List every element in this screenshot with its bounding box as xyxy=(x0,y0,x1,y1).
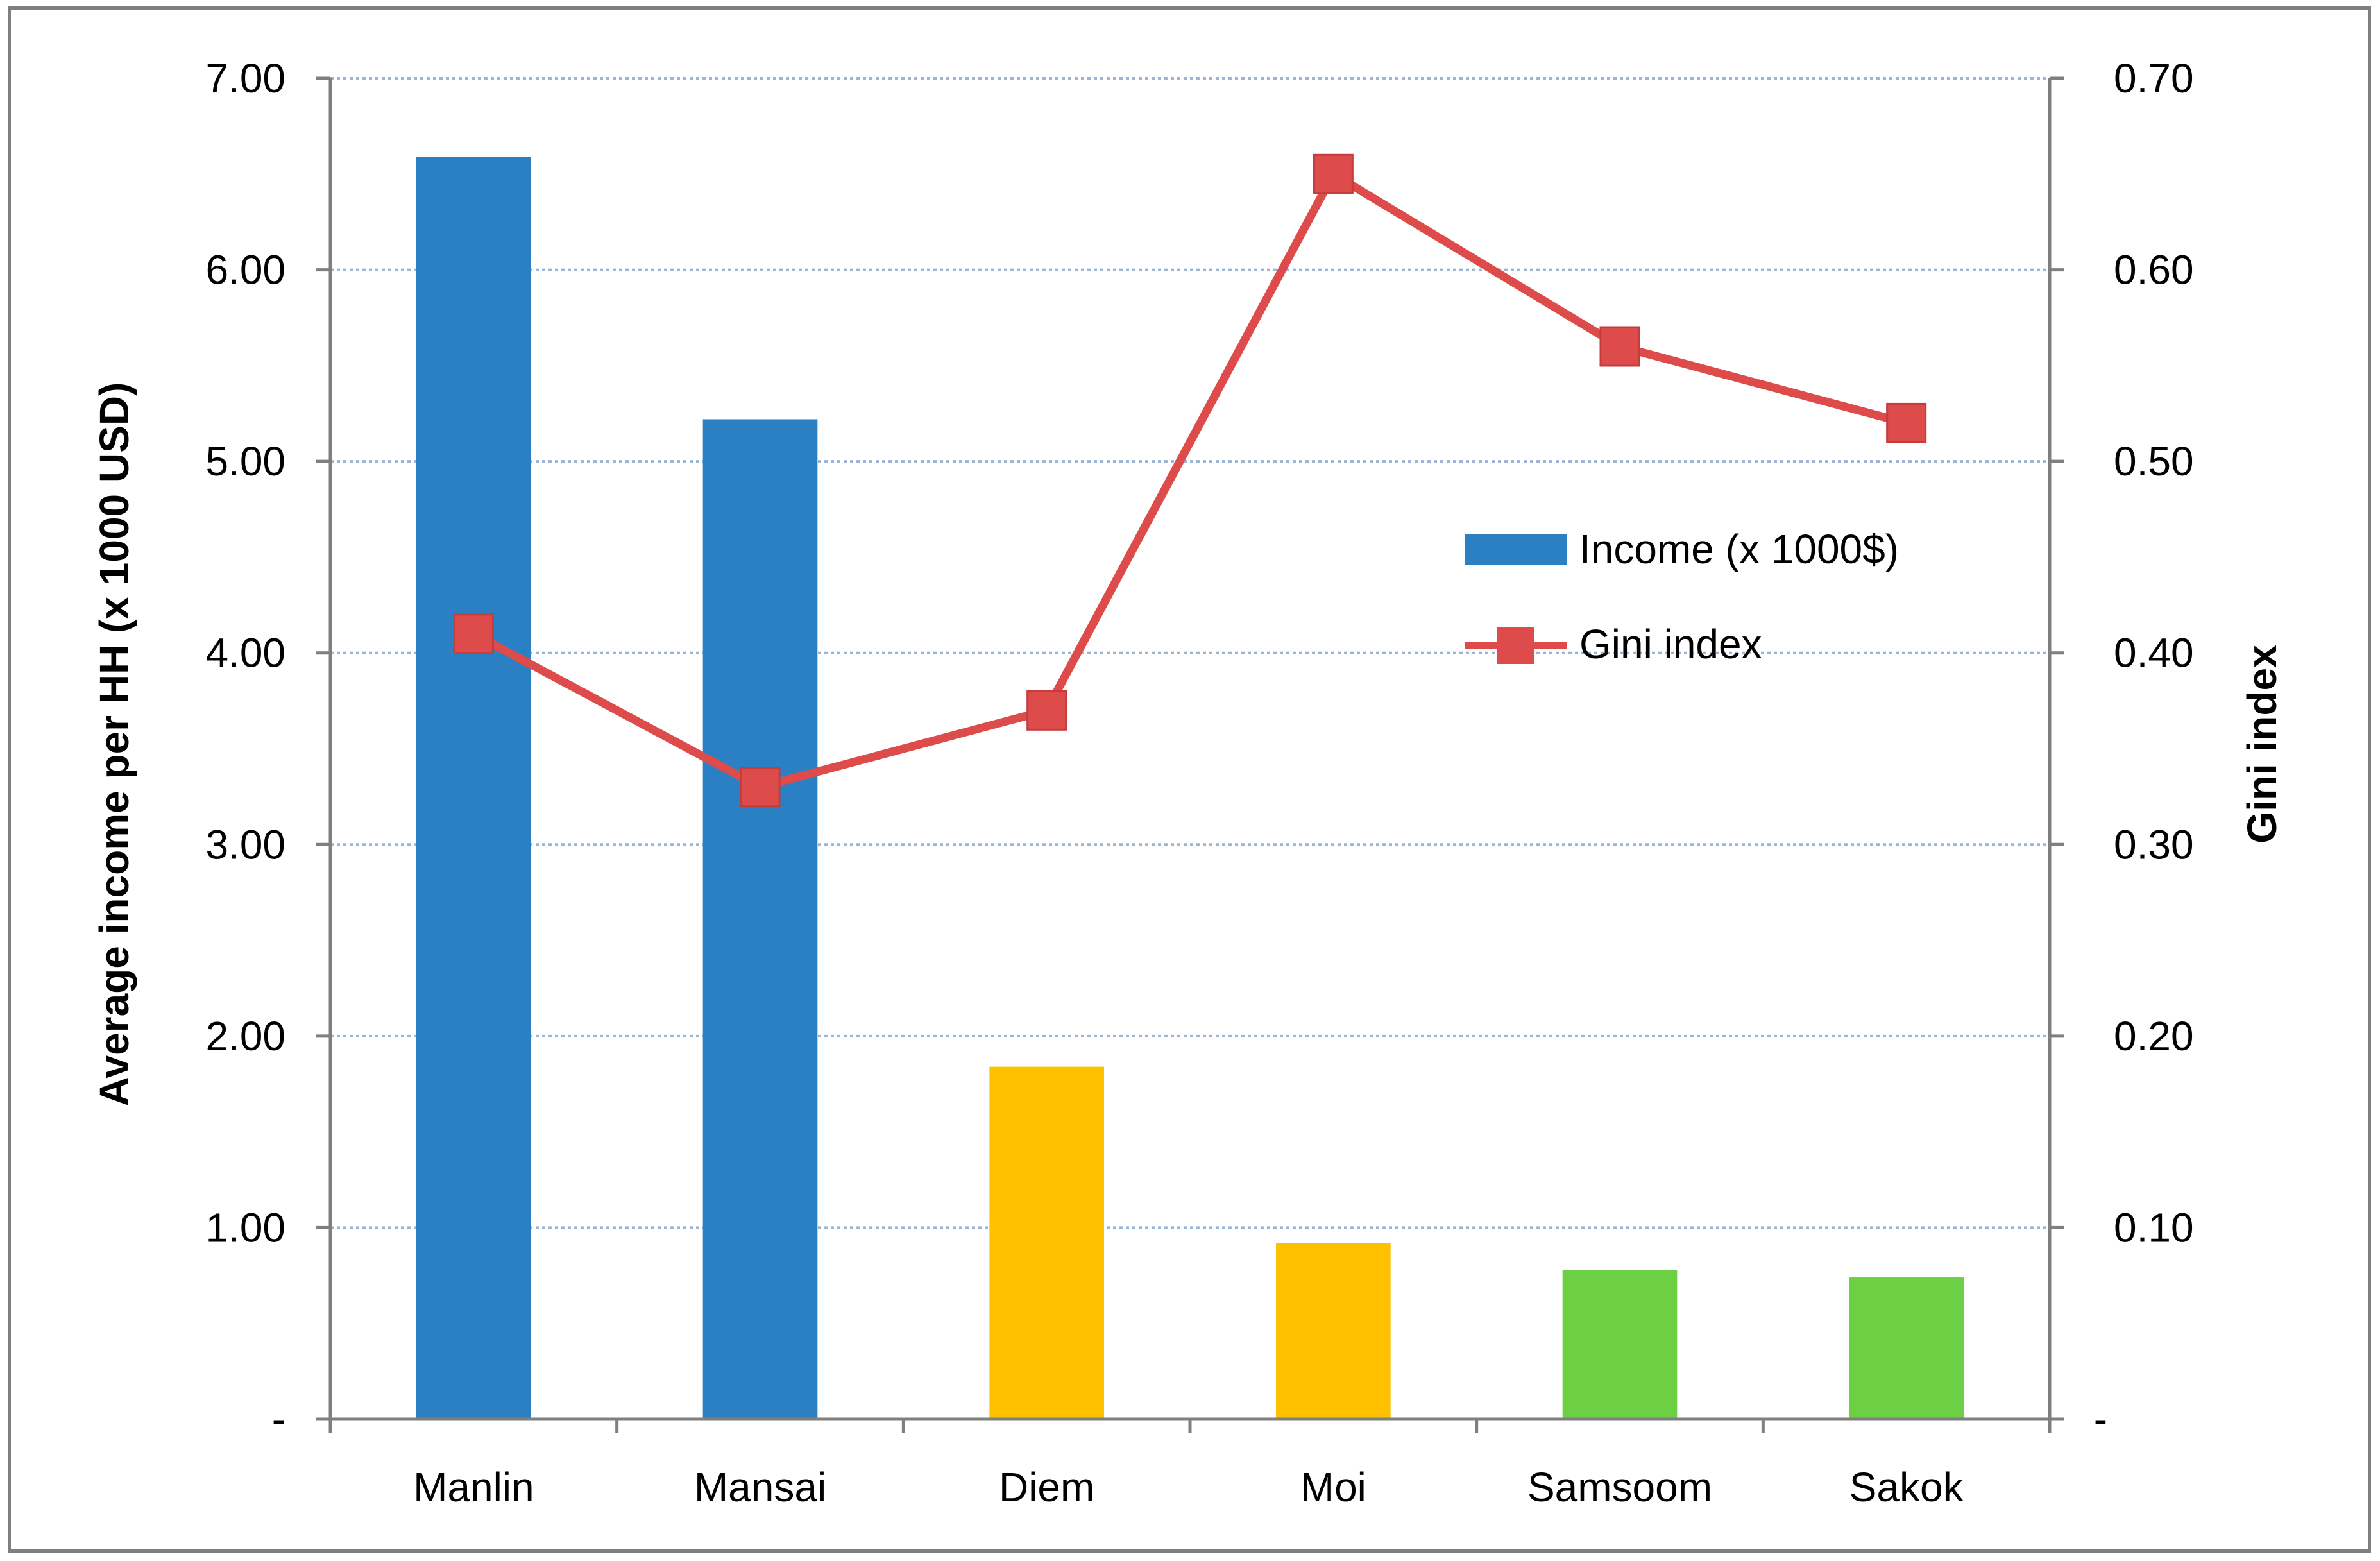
y-tick-label: 5.00 xyxy=(205,438,285,484)
gini-line-series xyxy=(453,153,1927,808)
y2-tick-label: 0.40 xyxy=(2114,630,2194,676)
gini-marker xyxy=(1313,153,1354,194)
income-bar xyxy=(702,419,818,1419)
x-tick-label: Diem xyxy=(999,1464,1094,1510)
income-bar xyxy=(1276,1243,1391,1419)
gini-marker xyxy=(453,613,494,654)
gini-marker xyxy=(1599,326,1640,367)
legend-gini-label: Gini index xyxy=(1579,621,1762,667)
y-tick-label: 1.00 xyxy=(205,1204,285,1250)
legend-gini-marker xyxy=(1497,627,1534,664)
income-bars xyxy=(416,157,1964,1419)
y2-tick-label: - xyxy=(2094,1396,2107,1442)
y-tick-label: 4.00 xyxy=(205,630,285,676)
y2-tick-label: 0.10 xyxy=(2114,1204,2194,1250)
x-tick-label: Moi xyxy=(1300,1464,1366,1510)
x-tick-label: Manlin xyxy=(413,1464,534,1510)
gini-marker xyxy=(1886,402,1927,443)
income-bar xyxy=(989,1066,1104,1419)
gini-line xyxy=(472,169,1908,792)
x-tick-label: Sakok xyxy=(1849,1464,1964,1510)
x-tick-label: Samsoom xyxy=(1527,1464,1712,1510)
y-tick-label: 6.00 xyxy=(205,247,285,293)
legend: Income (x 1000$) Gini index xyxy=(1465,526,1899,667)
y2-tick-label: 0.30 xyxy=(2114,821,2194,867)
y2-tick-label: 0.70 xyxy=(2114,55,2194,101)
y-tick-label: 2.00 xyxy=(205,1013,285,1059)
tick-labels: - 1.00 2.00 3.00 4.00 5.00 6.00 7.00 - 0.10 0.20 0.… xyxy=(205,55,2193,1510)
y-tick-label: 7.00 xyxy=(205,55,285,101)
income-bar xyxy=(416,157,531,1419)
income-bar xyxy=(1562,1270,1678,1419)
gridlines xyxy=(330,77,2050,1229)
income-bar xyxy=(1849,1277,1964,1419)
x-tick-label: Mansai xyxy=(694,1464,826,1510)
gini-marker xyxy=(1026,690,1067,731)
legend-income-swatch xyxy=(1465,534,1567,565)
y-tick-label: - xyxy=(272,1396,285,1442)
y2-tick-label: 0.50 xyxy=(2114,438,2194,484)
y-tick-label: 3.00 xyxy=(205,821,285,867)
y2-axis-title: Gini index xyxy=(2239,645,2285,844)
y2-tick-label: 0.60 xyxy=(2114,247,2194,293)
axes xyxy=(316,76,2064,1433)
chart-frame xyxy=(8,6,2371,1553)
y-axis-title: Average income per HH (x 1000 USD) xyxy=(91,382,137,1107)
y2-tick-label: 0.20 xyxy=(2114,1013,2194,1059)
gini-marker xyxy=(740,767,781,808)
legend-income-label: Income (x 1000$) xyxy=(1579,526,1899,572)
